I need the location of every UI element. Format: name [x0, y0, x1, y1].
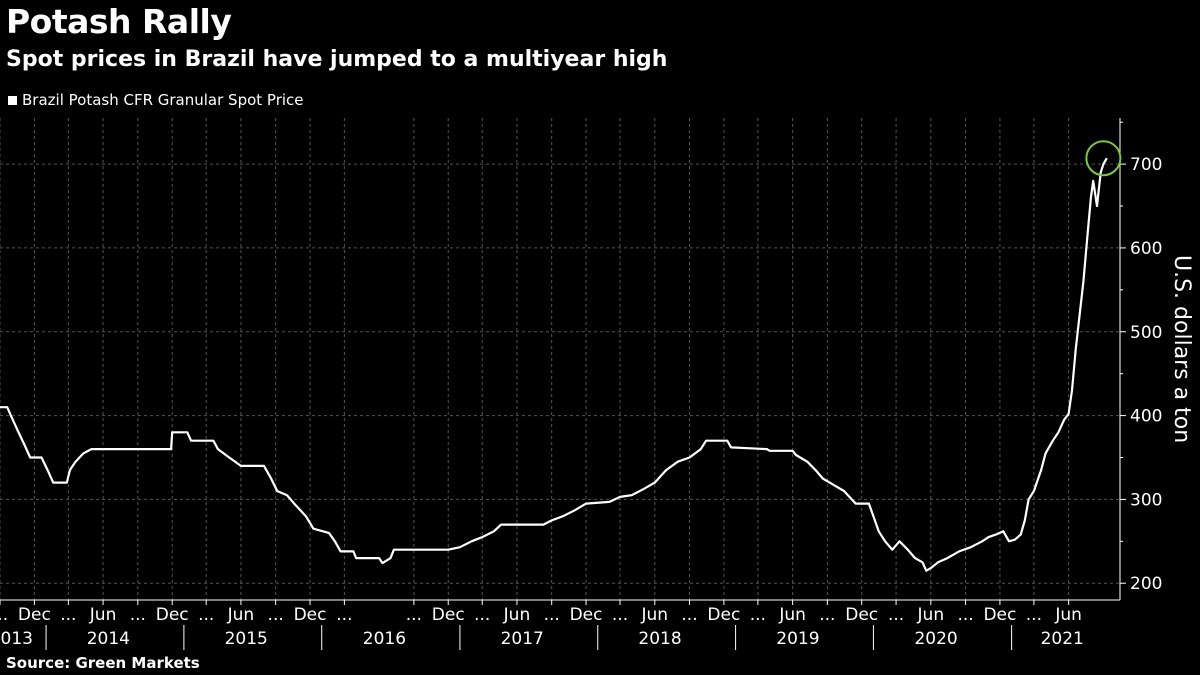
legend: Brazil Potash CFR Granular Spot Price: [8, 91, 304, 109]
x-month-label: ...: [819, 605, 835, 625]
x-month-label: Jun: [89, 605, 117, 625]
x-month-label: Jun: [1054, 605, 1082, 625]
x-month-label: ...: [268, 605, 284, 625]
x-month-label: Dec: [845, 605, 878, 625]
x-year-label: 2017: [501, 629, 544, 649]
x-month-label: ...: [474, 605, 490, 625]
x-year-label: 2016: [363, 629, 406, 649]
y-tick-label: 300: [1130, 490, 1162, 510]
x-month-label: ...: [0, 605, 8, 625]
x-month-label: Dec: [294, 605, 327, 625]
y-tick-label: 700: [1130, 155, 1162, 175]
x-month-label: Dec: [18, 605, 51, 625]
source-note: Source: Green Markets: [6, 654, 200, 672]
y-tick-label: 400: [1130, 407, 1162, 427]
x-month-label: ...: [1026, 605, 1042, 625]
x-month-label: Dec: [570, 605, 603, 625]
x-month-label: ...: [750, 605, 766, 625]
y-tick-label: 200: [1130, 574, 1162, 594]
x-month-label: Jun: [778, 605, 806, 625]
legend-swatch: [8, 95, 17, 105]
x-year-label: 2013: [0, 629, 33, 649]
x-month-label: ...: [681, 605, 697, 625]
x-month-label: ...: [60, 605, 76, 625]
x-month-label: ...: [612, 605, 628, 625]
x-month-label: ...: [130, 605, 146, 625]
x-month-label: ...: [888, 605, 904, 625]
x-month-label: ...: [198, 605, 214, 625]
x-month-label: Dec: [983, 605, 1016, 625]
highlight-circle: [1085, 140, 1122, 177]
series-line: [0, 157, 1108, 572]
x-year-label: 2018: [638, 629, 681, 649]
x-year-label: 2015: [225, 629, 268, 649]
y-tick-label: 600: [1130, 239, 1162, 259]
x-month-label: Jun: [917, 605, 945, 625]
x-month-label: Dec: [432, 605, 465, 625]
x-month-label: ...: [406, 605, 422, 625]
x-month-label: Dec: [707, 605, 740, 625]
x-month-label: Jun: [503, 605, 531, 625]
x-year-label: 2014: [87, 629, 130, 649]
x-month-label: Jun: [227, 605, 255, 625]
x-year-label: 2019: [776, 629, 819, 649]
y-axis-title: U.S. dollars a ton: [1169, 255, 1194, 443]
x-year-label: 2020: [914, 629, 957, 649]
x-month-label: Jun: [640, 605, 668, 625]
legend-label: Brazil Potash CFR Granular Spot Price: [22, 91, 304, 109]
chart-title: Potash Rally: [6, 2, 232, 41]
x-month-label: ...: [544, 605, 560, 625]
chart-subtitle: Spot prices in Brazil have jumped to a m…: [6, 47, 668, 72]
x-month-label: ...: [336, 605, 352, 625]
x-month-label: Dec: [156, 605, 189, 625]
y-tick-label: 500: [1130, 323, 1162, 343]
x-year-label: 2021: [1041, 629, 1084, 649]
x-month-label: ...: [957, 605, 973, 625]
